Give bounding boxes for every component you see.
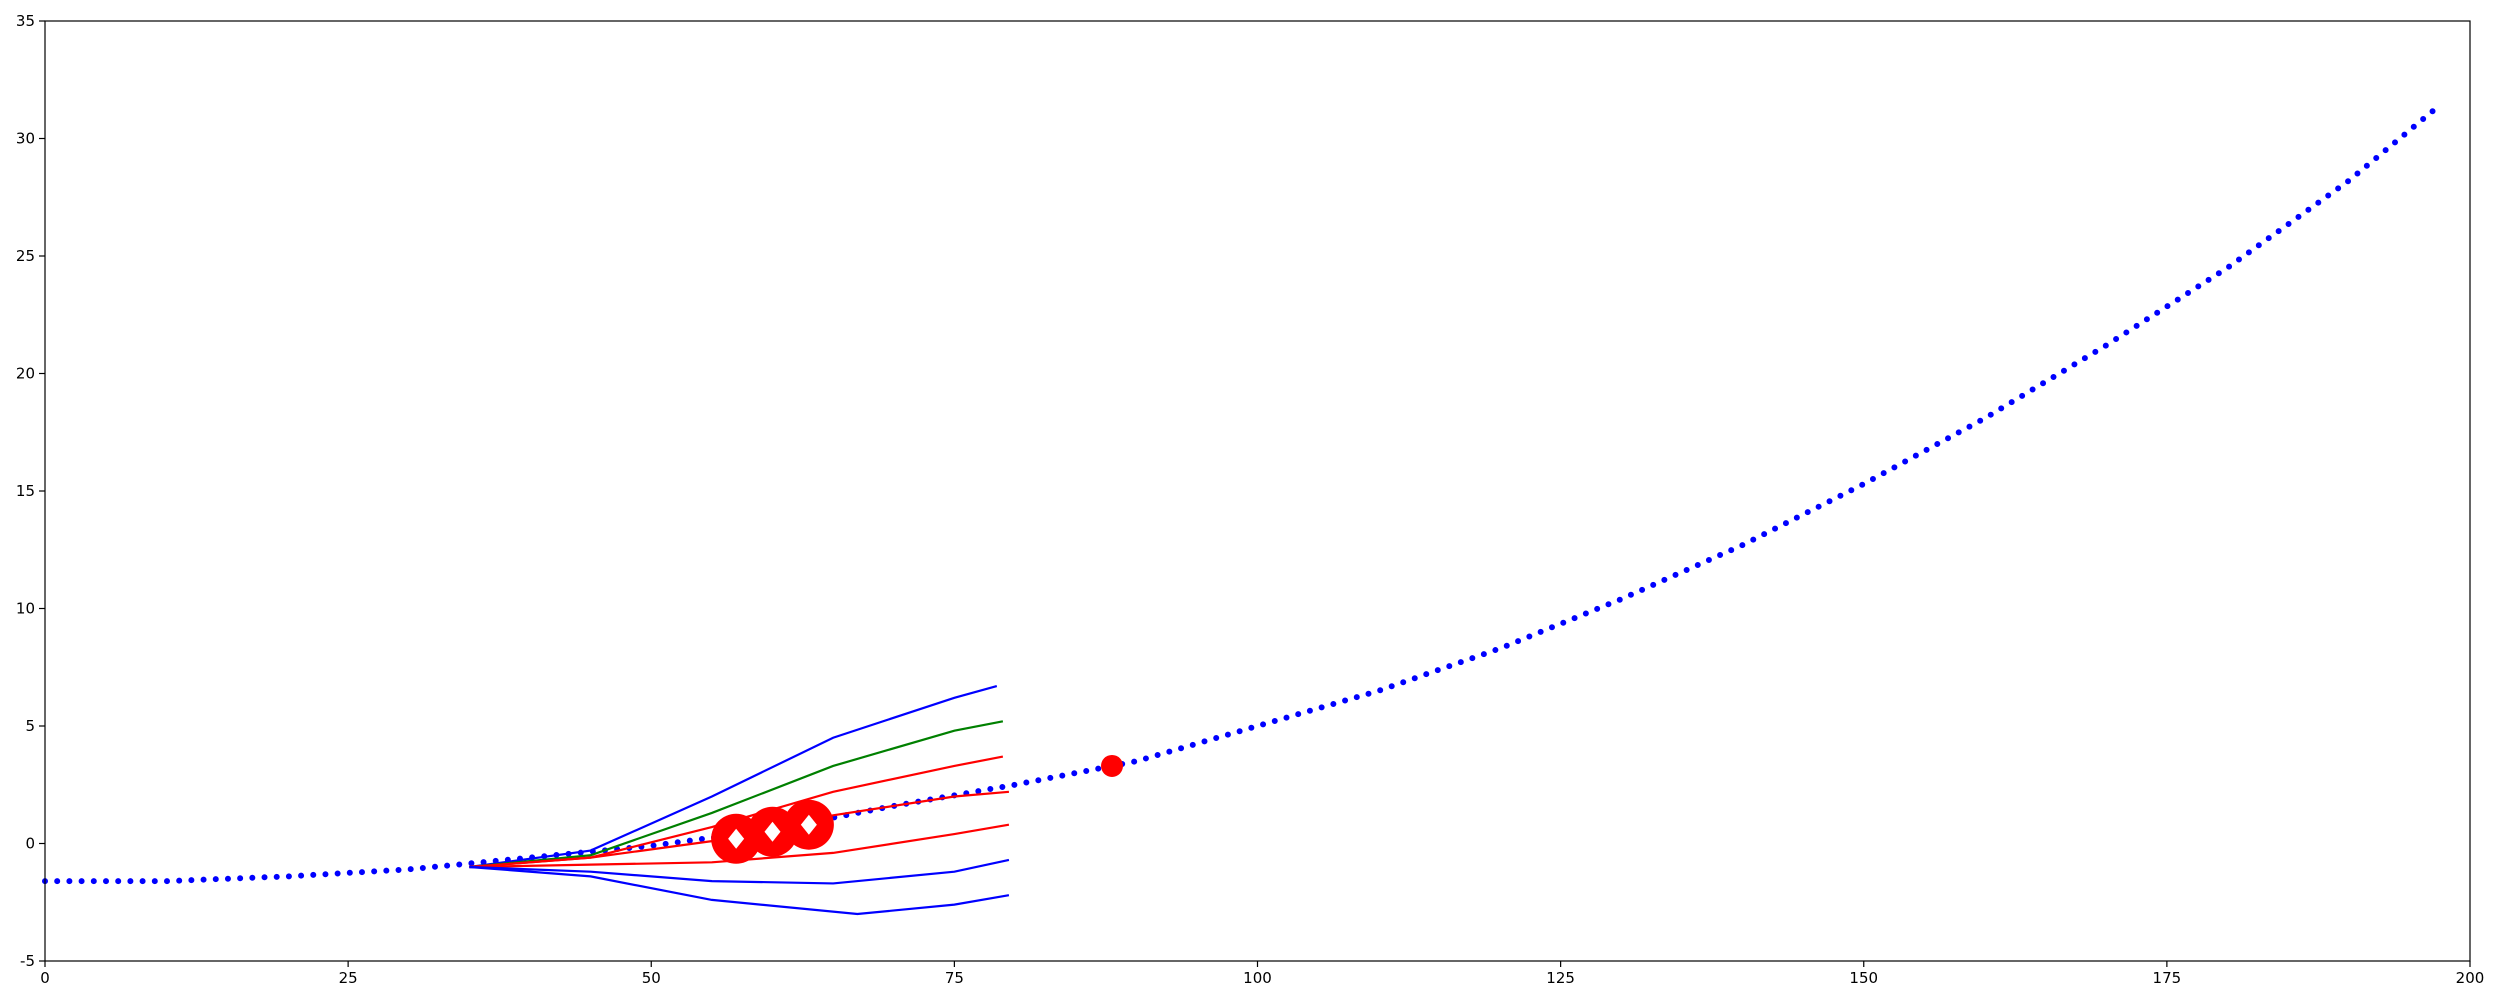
x-tick-label: 75	[945, 969, 964, 987]
y-tick-label: 20	[16, 365, 35, 383]
candidate-path	[469, 684, 998, 869]
y-tick-label: -5	[20, 952, 35, 970]
x-tick-label: 150	[1849, 969, 1878, 987]
candidate-path	[469, 720, 1004, 869]
x-tick-label: 200	[2456, 969, 2485, 987]
candidate-path	[469, 865, 1010, 916]
axes-frame	[44, 20, 2471, 962]
y-tick-label: 35	[16, 12, 35, 30]
y-tick-label: 5	[25, 717, 35, 735]
candidate-path	[469, 823, 1010, 869]
y-tick-label: 10	[16, 600, 35, 618]
obstacle-heading	[800, 814, 817, 835]
target-point	[1101, 754, 1123, 777]
reference-path	[42, 107, 2437, 885]
y-tick-label: 15	[16, 482, 35, 500]
x-tick-label: 0	[40, 969, 50, 987]
x-tick-label: 175	[2153, 969, 2182, 987]
x-tick-label: 50	[642, 969, 661, 987]
x-tick-label: 100	[1243, 969, 1272, 987]
candidate-path	[469, 858, 1010, 885]
obstacle-heading	[764, 821, 781, 842]
y-tick-label: 30	[16, 130, 35, 148]
x-tick-label: 25	[339, 969, 358, 987]
plot-area	[42, 107, 2437, 916]
y-tick-label: 25	[16, 247, 35, 265]
obstacle-heading	[728, 828, 745, 849]
x-tick-label: 125	[1546, 969, 1575, 987]
y-tick-label: 0	[25, 835, 35, 853]
